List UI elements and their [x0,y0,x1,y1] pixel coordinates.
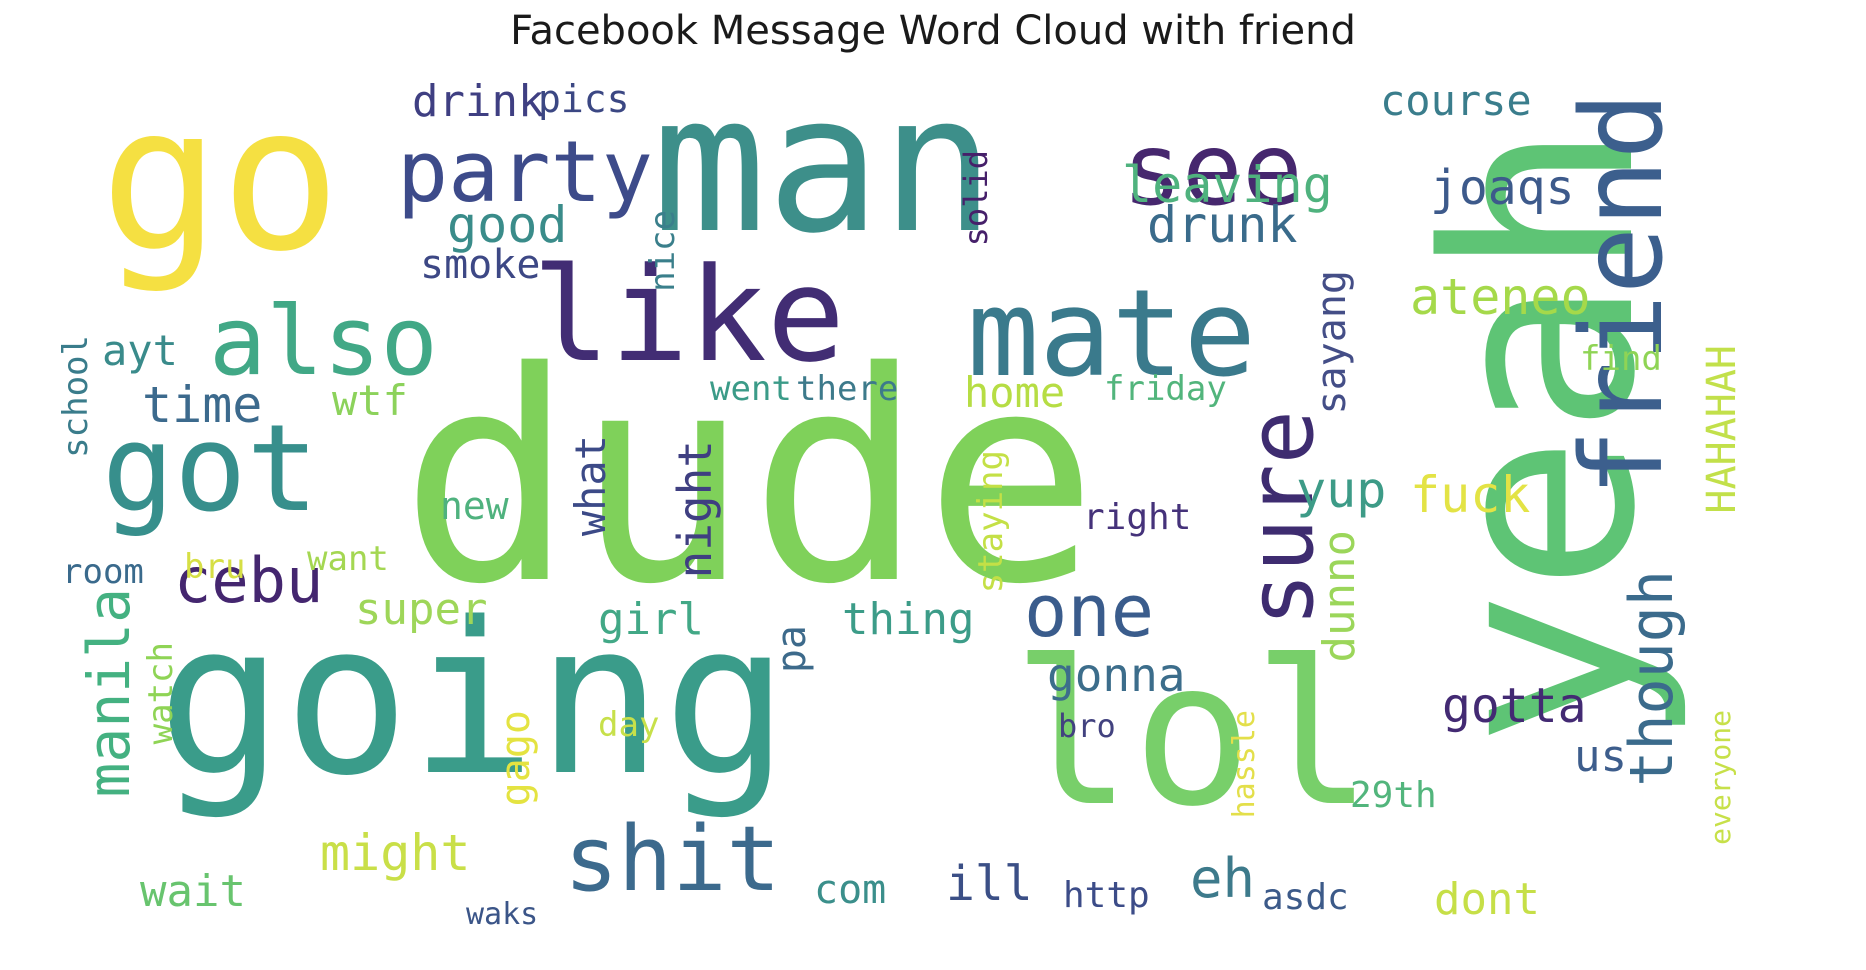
word-smoke: smoke [420,242,541,288]
word-one: one [1024,569,1155,653]
word-room: room [62,552,144,592]
word-dude: dude [400,311,1099,648]
word-went: went [710,369,792,409]
word-cebu: cebu [174,544,324,617]
word-friday: friday [1104,369,1227,409]
word-dont: dont [1434,874,1540,925]
word-right: right [1083,497,1192,538]
word-see: see [1122,111,1303,228]
word-solid: solid [957,150,995,247]
word-http: http [1063,875,1150,916]
chart-title: Facebook Message Word Cloud with friend [510,8,1356,54]
word-time: time [142,376,263,434]
word-new: new [440,484,509,528]
word-ill: ill [946,856,1033,912]
word-29th: 29th [1350,775,1437,816]
word-thing: thing [842,594,975,645]
word-yup: yup [1296,461,1387,519]
word-go: go [100,63,341,296]
word-day: day [598,705,660,745]
word-good: good [447,196,568,254]
word-gotta: gotta [1442,678,1587,734]
word-gago: gago [493,710,539,807]
word-wtf: wtf [332,376,408,425]
word-com: com [814,867,887,913]
word-want: want [307,539,389,579]
word-manila: manila [75,588,143,798]
word-lol: lol [1012,618,1374,851]
word-pa: pa [769,625,815,674]
word-though: though [1617,570,1687,787]
word-course: course [1380,76,1532,125]
word-fuck: fuck [1410,466,1531,524]
word-asdc: asdc [1262,877,1349,918]
word-night: night [668,440,722,579]
word-pics: pics [538,77,630,121]
word-nice: nice [643,210,683,292]
word-shit: shit [564,807,781,912]
word-watch: watch [141,642,181,745]
word-us: us [1574,731,1627,782]
word-waks: waks [466,897,539,932]
word-got: got [102,400,319,539]
word-what: what [566,435,615,537]
word-home: home [964,368,1066,417]
word-school: school [56,335,96,458]
word-there: there [796,369,899,409]
word-hassle: hassle [1227,710,1262,819]
word-dunno: dunno [1314,530,1365,663]
word-staying: staying [971,450,1011,594]
word-sayang: sayang [1309,270,1355,415]
word-hahahah: HAHAHAH [1699,345,1745,514]
word-eh: eh [1190,847,1256,910]
word-party: party [397,123,653,222]
word-bru: bru [184,547,246,587]
word-ayt: ayt [102,326,178,375]
word-everyone: everyone [1704,710,1737,845]
word-find: find [1580,339,1662,379]
word-bro: bro [1058,707,1116,745]
word-also: also [209,287,438,397]
word-super: super [355,584,488,635]
word-gonna: gonna [1047,648,1186,702]
word-wait: wait [140,866,246,917]
word-drink: drink [412,76,545,127]
word-man: man [652,54,996,275]
word-leaving: leaving [1122,156,1333,214]
word-like: like [532,239,846,391]
word-joaqs: joaqs [1430,160,1575,216]
word-might: might [320,824,471,882]
word-mate: mate [967,265,1256,404]
word-drunk: drunk [1147,196,1298,254]
word-going: going [157,577,790,822]
word-cloud: go man see yeah friend party dude going lol like m… [56,63,1772,930]
word-girl: girl [598,594,704,645]
word-ateneo: ateneo [1410,268,1591,326]
